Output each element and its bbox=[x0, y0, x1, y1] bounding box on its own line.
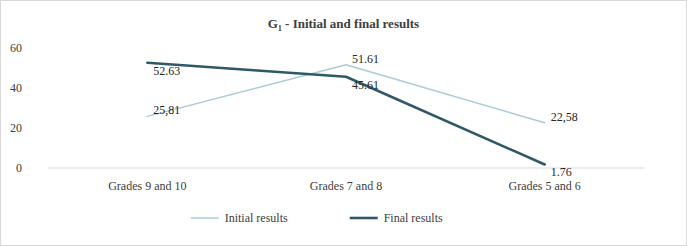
x-tick-label: Grades 9 and 10 bbox=[108, 179, 186, 193]
data-label: 1.76 bbox=[551, 165, 572, 179]
y-tick-label: 20 bbox=[10, 121, 22, 135]
y-tick-label: 0 bbox=[16, 161, 22, 175]
data-label: 22,58 bbox=[551, 110, 578, 124]
y-tick-label: 40 bbox=[10, 81, 22, 95]
chart-border bbox=[1, 1, 687, 246]
series-line bbox=[147, 65, 544, 123]
data-label: 51.61 bbox=[352, 52, 379, 66]
title: G₁ - Initial and final results bbox=[268, 16, 419, 31]
data-label: 25,81 bbox=[153, 103, 180, 117]
series-line bbox=[147, 63, 544, 165]
legend-swatch bbox=[350, 217, 378, 220]
legend-label: Final results bbox=[384, 211, 443, 225]
plot-area bbox=[147, 63, 544, 165]
legend: Initial results Final results bbox=[191, 211, 443, 225]
chart-wrap: G₁ - Initial and final results 0 20 40 60 Gra… bbox=[0, 0, 687, 246]
legend-label: Initial results bbox=[225, 211, 288, 225]
x-tick-label: Grades 5 and 6 bbox=[509, 179, 581, 193]
data-label: 45.61 bbox=[352, 78, 379, 92]
chart: G₁ - Initial and final results 0 20 40 60 Gra… bbox=[0, 0, 687, 246]
legend-swatch bbox=[191, 217, 219, 219]
data-label: 52.63 bbox=[153, 64, 180, 78]
x-tick-label: Grades 7 and 8 bbox=[310, 179, 382, 193]
y-tick-label: 60 bbox=[10, 41, 22, 55]
